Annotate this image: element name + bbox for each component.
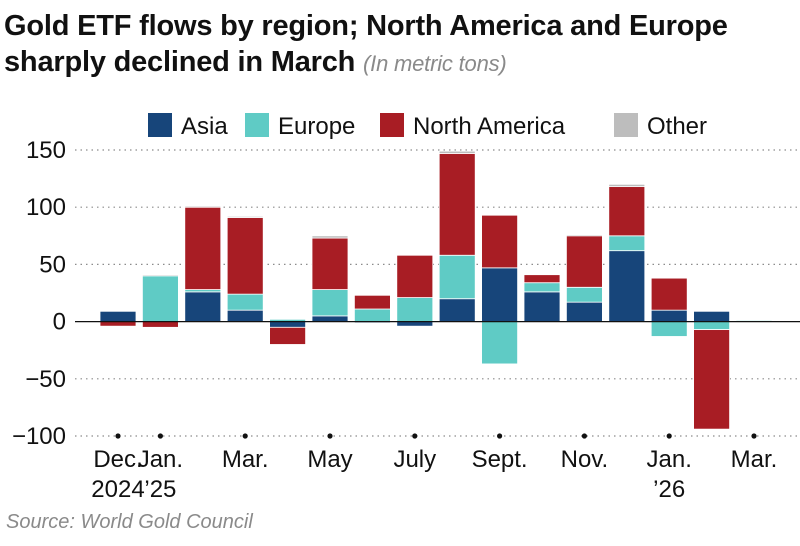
y-tick-label: −100 [12,423,66,450]
x-tick-mark [581,433,588,439]
bar-segment-asia [523,291,561,322]
chart-title: Gold ETF flows by region; North America … [4,8,794,82]
bar-segment-europe [481,321,519,365]
bar-segment-other [438,150,476,154]
bar-segment-asia [566,301,603,323]
x-tick-label: Nov. [561,446,609,473]
bar-segment-europe [396,297,434,322]
bar-segment-asia [396,321,434,327]
bar-segment-other [566,234,603,237]
bar-segment-asia [650,309,688,323]
source-note: Source: World Gold Council [6,511,253,533]
legend-swatch [245,113,269,137]
bar-segment-europe [353,308,391,322]
bar-segment-north-america [226,217,264,295]
chart-unit-label: (In metric tons) [363,51,507,76]
bar-segment-asia [99,310,137,322]
x-tick-label: 2024 [91,476,144,503]
bar-segment-asia [184,291,222,322]
bar-segment-asia [226,309,264,323]
bar-segment-north-america [523,274,561,284]
x-tick-mark [666,433,672,439]
stacked-bar-chart: 150 100 50 0 −50 −100 Dec. 2024 Jan. ’25 Mar. May Ju… [12,113,800,503]
legend-swatch [148,113,172,137]
bar-segment-europe [608,235,646,252]
x-tick-label: Dec. [93,446,142,473]
y-tick-label: −50 [25,366,66,393]
x-tick-mark [327,433,333,439]
bar-segment-europe [141,275,179,322]
x-tick-mark [242,433,248,439]
x-tick-label: Jan. [647,446,692,473]
x-tick-mark [412,433,418,439]
legend-label: Asia [181,113,228,140]
bar-segment-other [184,205,222,208]
bar-segment-north-america [650,277,688,311]
y-tick-label: 100 [26,194,66,221]
bar-segment-europe [438,254,476,300]
bar-segment-other [311,235,349,239]
bar-segment-other [226,215,264,218]
bar-segment-other [141,274,179,277]
bar-segment-asia [481,267,519,323]
bar-segment-asia [693,310,730,322]
x-tick-label: July [393,446,436,473]
bar-segment-other [608,183,646,188]
x-tick-mark [115,433,121,439]
x-tick-label: Jan. [138,446,183,473]
bar-segment-north-america [608,186,646,237]
bar-segment-europe [693,321,730,331]
x-tick-mark [751,433,757,439]
bar-segment-north-america [566,235,603,288]
x-tick-mark [497,433,503,439]
legend-label: Europe [278,113,355,140]
bar-segment-asia [269,321,307,328]
bar-segment-asia [608,250,646,322]
bar-segment-north-america [184,206,222,290]
legend-swatch [614,113,638,137]
legend-label: North America [413,113,566,140]
x-tick-label: May [307,446,352,473]
y-tick-label: 150 [26,137,66,164]
bar-segment-north-america [141,321,179,328]
bar-segment-north-america [311,237,349,290]
bar-segment-north-america [693,329,730,430]
x-tick-label: ’25 [144,476,176,503]
legend-swatch [380,113,404,137]
bar-segment-north-america [353,294,391,310]
bar-segment-europe [566,286,603,303]
x-tick-mark [157,433,163,439]
bar-segment-north-america [396,254,434,298]
y-tick-label: 50 [39,251,66,278]
bar-segment-north-america [438,153,476,256]
bar-segment-north-america [269,326,307,345]
chart-title-text: Gold ETF flows by region; North America … [4,10,728,78]
bar-segment-europe [650,321,688,337]
bar-segment-asia [438,298,476,323]
bar-segment-north-america [99,321,137,327]
x-tick-label: Mar. [731,446,778,473]
x-tick-label: ’26 [653,476,685,503]
bar-segment-europe [523,282,561,293]
bar-segment-europe [311,289,349,317]
bar-segment-asia [311,315,349,323]
x-tick-label: Mar. [222,446,269,473]
bar-segment-north-america [481,214,519,269]
legend-label: Other [647,113,707,140]
x-tick-label: Sept. [472,446,528,473]
y-tick-label: 0 [53,309,66,336]
bar-segment-europe [226,293,264,311]
